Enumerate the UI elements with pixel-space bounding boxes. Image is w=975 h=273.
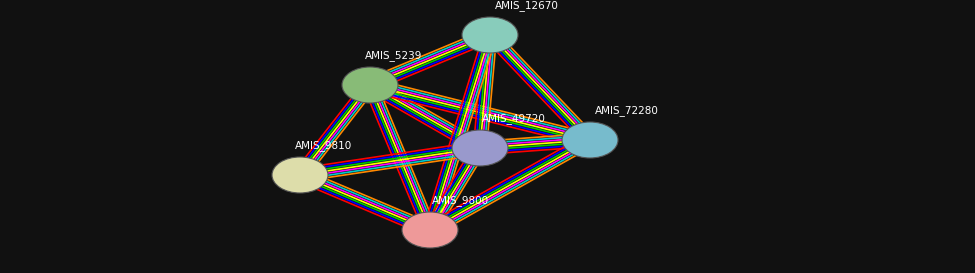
Ellipse shape xyxy=(452,130,508,166)
Text: AMIS_72280: AMIS_72280 xyxy=(595,105,659,116)
Text: AMIS_49720: AMIS_49720 xyxy=(482,113,546,124)
Text: AMIS_5239: AMIS_5239 xyxy=(365,50,422,61)
Ellipse shape xyxy=(402,212,458,248)
Text: AMIS_9810: AMIS_9810 xyxy=(295,140,352,151)
Ellipse shape xyxy=(462,17,518,53)
Text: AMIS_12670: AMIS_12670 xyxy=(495,0,559,11)
Text: AMIS_9800: AMIS_9800 xyxy=(432,195,489,206)
Ellipse shape xyxy=(272,157,328,193)
Ellipse shape xyxy=(562,122,618,158)
Ellipse shape xyxy=(342,67,398,103)
